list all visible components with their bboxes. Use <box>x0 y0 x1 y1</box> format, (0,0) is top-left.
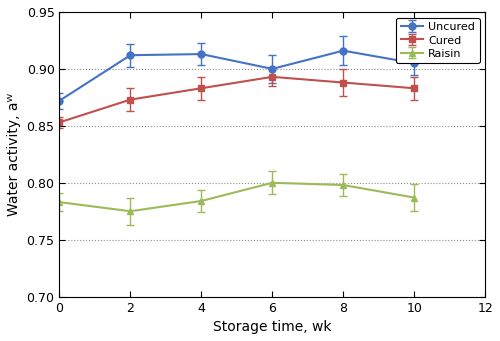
X-axis label: Storage time, wk: Storage time, wk <box>213 320 332 334</box>
Legend: Uncured, Cured, Raisin: Uncured, Cured, Raisin <box>396 17 479 63</box>
Y-axis label: Water activity, aᵂ: Water activity, aᵂ <box>7 93 21 216</box>
